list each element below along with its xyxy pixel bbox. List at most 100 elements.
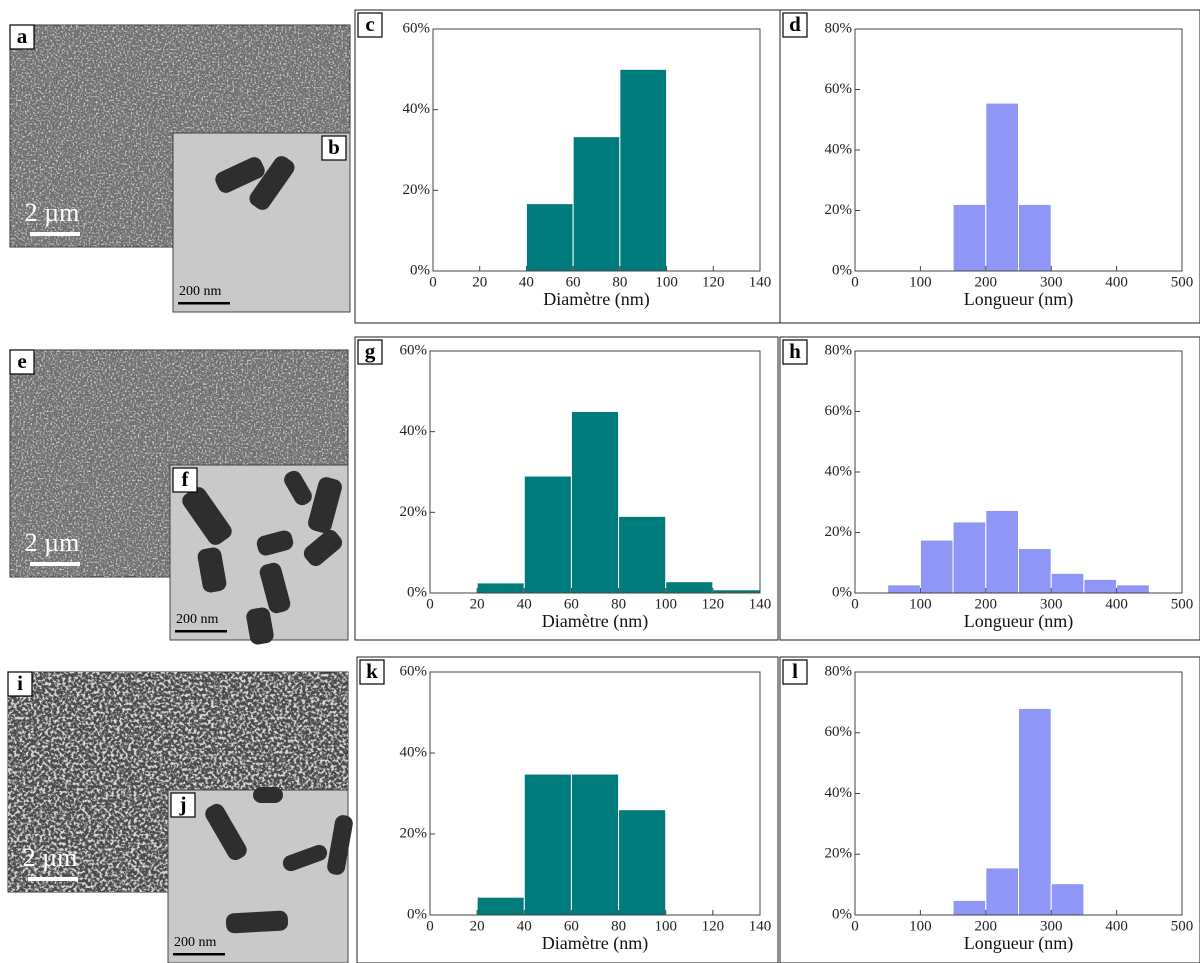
y-tick-label: 20% <box>825 202 853 218</box>
x-tick-label: 200 <box>975 596 998 612</box>
nanorod <box>253 787 283 803</box>
histogram-bar <box>1018 548 1052 594</box>
y-tick-label: 40% <box>400 423 428 439</box>
scale-bar-text: 200 nm <box>179 284 222 299</box>
scale-bar-text: 2 µm <box>25 528 80 557</box>
x-axis-label: Diamètre (nm) <box>542 611 648 632</box>
histogram-bar <box>665 581 714 594</box>
x-tick-label: 400 <box>1105 918 1128 934</box>
x-tick-label: 0 <box>426 596 434 612</box>
scale-bar <box>30 232 80 236</box>
panel-label: c <box>365 12 374 36</box>
y-tick-label: 60% <box>825 724 853 740</box>
nanorod <box>259 562 291 614</box>
x-axis-label: Longueur (nm) <box>964 933 1073 954</box>
nanorod <box>205 803 247 861</box>
histogram-bar <box>525 203 574 272</box>
x-tick-label: 80 <box>612 274 627 290</box>
x-tick-label: 100 <box>655 274 678 290</box>
tem-image <box>167 789 349 963</box>
panel-label: f <box>182 467 190 491</box>
x-tick-label: 40 <box>517 596 532 612</box>
nanorod <box>284 470 312 506</box>
panel-label-box <box>357 12 383 38</box>
scale-bar <box>30 562 80 566</box>
histogram-bar <box>523 475 572 594</box>
histogram-bar <box>887 584 921 594</box>
y-tick-label: 60% <box>825 81 853 97</box>
x-tick-label: 0 <box>851 274 859 290</box>
histogram-bar <box>572 136 621 272</box>
nanorod <box>225 910 289 934</box>
x-tick-label: 120 <box>702 918 725 934</box>
plot-frame <box>429 350 761 594</box>
x-tick-label: 500 <box>1171 596 1194 612</box>
y-tick-label: 60% <box>400 342 428 358</box>
panel-label: e <box>17 349 26 373</box>
panel-label: l <box>792 659 798 683</box>
histogram-bar <box>618 809 667 916</box>
x-tick-label: 140 <box>749 596 772 612</box>
y-tick-label: 40% <box>400 744 428 760</box>
x-tick-label: 20 <box>470 918 485 934</box>
nanorod <box>182 487 232 545</box>
x-tick-label: 300 <box>1040 274 1063 290</box>
scale-bar <box>175 630 227 633</box>
x-tick-label: 0 <box>851 596 859 612</box>
histogram-bar <box>919 539 954 594</box>
x-tick-label: 200 <box>975 918 998 934</box>
scale-bar-text: 200 nm <box>176 612 219 627</box>
y-tick-label: 40% <box>403 101 431 117</box>
histogram-bar <box>1116 584 1150 594</box>
nanorod <box>215 157 265 193</box>
x-tick-label: 60 <box>566 274 581 290</box>
x-tick-label: 300 <box>1040 596 1063 612</box>
panel-label-box <box>9 349 35 375</box>
histogram-bar <box>1018 707 1052 916</box>
scale-bar <box>173 953 225 956</box>
x-tick-label: 60 <box>564 918 579 934</box>
panel-label: i <box>17 671 23 695</box>
x-tick-label: 140 <box>749 918 772 934</box>
histogram-bar <box>523 773 572 916</box>
scale-bar <box>28 877 78 881</box>
y-tick-label: 20% <box>403 182 431 198</box>
x-axis-label: Longueur (nm) <box>964 289 1073 310</box>
x-tick-label: 100 <box>909 274 932 290</box>
x-tick-label: 100 <box>654 918 677 934</box>
histogram-bar <box>619 68 668 272</box>
scale-bar <box>178 302 230 305</box>
histogram-bar <box>618 515 667 594</box>
panel-label: g <box>365 339 376 363</box>
y-tick-label: 0% <box>832 262 852 278</box>
histogram-bar <box>1050 572 1085 594</box>
panel-label-box <box>9 24 35 50</box>
x-tick-label: 40 <box>519 274 534 290</box>
panel-label-box <box>782 659 808 685</box>
y-tick-label: 60% <box>403 20 431 36</box>
histogram-bar <box>985 509 1019 594</box>
panel-label: h <box>789 339 801 363</box>
panel-label: b <box>328 135 340 159</box>
y-tick-label: 80% <box>825 342 853 358</box>
x-tick-label: 500 <box>1171 918 1194 934</box>
x-tick-label: 20 <box>470 596 485 612</box>
nanorod <box>246 607 274 645</box>
x-tick-label: 400 <box>1105 274 1128 290</box>
y-tick-label: 60% <box>400 663 428 679</box>
x-tick-label: 40 <box>517 918 532 934</box>
histogram-bar <box>952 521 987 594</box>
scale-bar-text: 2 µm <box>25 198 80 227</box>
x-tick-label: 100 <box>909 596 932 612</box>
x-tick-label: 120 <box>702 274 725 290</box>
nanorod <box>249 156 295 210</box>
histogram-bar <box>1083 578 1118 594</box>
scale-bar-text: 2 µm <box>23 843 78 872</box>
x-tick-label: 100 <box>909 918 932 934</box>
x-tick-label: 400 <box>1105 596 1128 612</box>
histogram-bar <box>476 896 525 916</box>
y-tick-label: 20% <box>400 504 428 520</box>
panel-label: j <box>179 792 187 816</box>
nanorod <box>303 529 343 567</box>
nanorod <box>308 477 342 533</box>
